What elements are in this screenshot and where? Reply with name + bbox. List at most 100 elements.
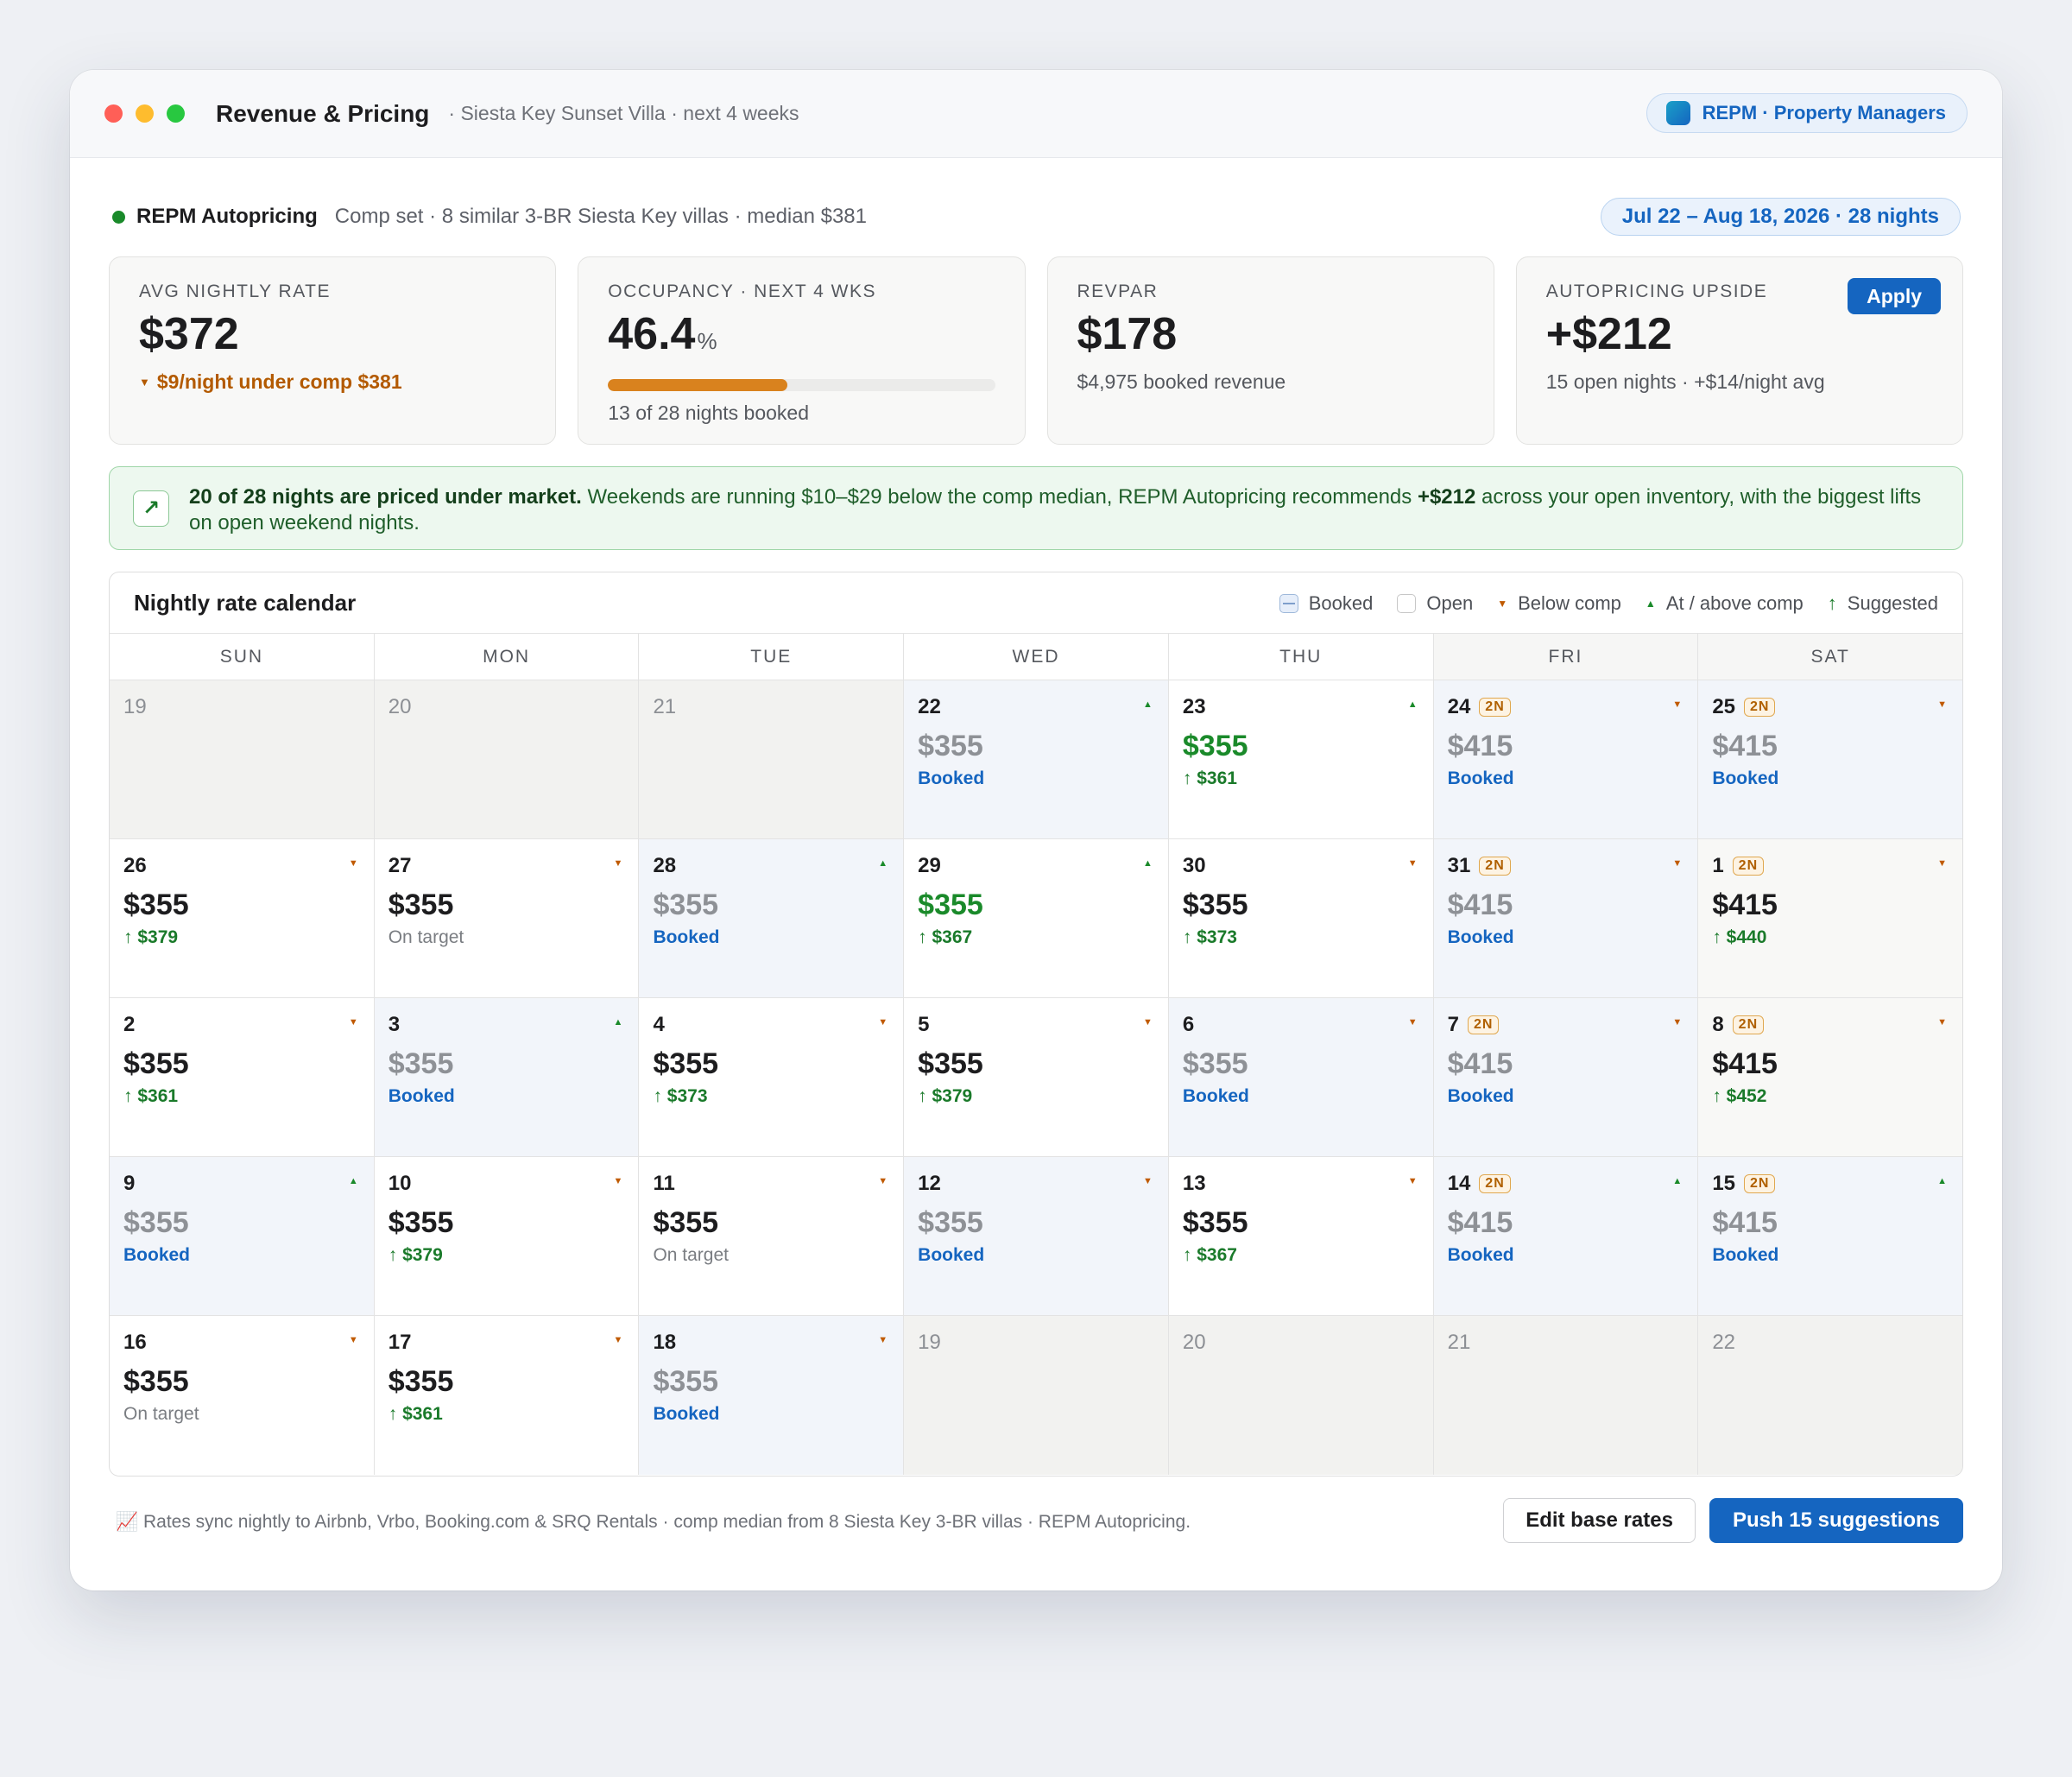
arrow-up-icon: ↑ [918,1086,932,1106]
arrow-up-icon: ↑ [1182,768,1197,788]
kpi-label: AVG NIGHTLY RATE [139,281,331,301]
minimize-window-button[interactable] [136,104,154,123]
min-stay-badge: 2N [1732,857,1765,876]
calendar-day-booked[interactable]: 31 2N ▼ $415 Booked [1433,839,1699,997]
calendar-day-open[interactable]: 1 2N ▼ $415 ↑ $440 [1698,839,1962,997]
calendar-day-booked[interactable]: 12 ▼ $355 Booked [904,1157,1169,1315]
calendar-day-open[interactable]: 10 ▼ $355 ↑ $379 [374,1157,640,1315]
calendar-legend: Booked Open ▼ Below comp ▲ At / above comp… [1279,572,1938,634]
calendar-day-booked[interactable]: 18 ▼ $355 Booked [639,1316,905,1475]
arrow-up-icon: ↑ [388,1245,403,1265]
calendar-day-booked[interactable]: 24 2N ▼ $415 Booked [1433,680,1699,838]
calendar-day-open[interactable]: 23 ▲ $355 ↑ $361 [1168,680,1434,838]
date-range-pill[interactable]: Jul 22 – Aug 18, 2026 · 28 nights [1600,198,1961,236]
booked-status: Booked [653,1404,720,1424]
calendar-day-booked[interactable]: 15 2N ▲ $415 Booked [1698,1157,1962,1315]
calendar-day-booked[interactable]: 6 ▼ $355 Booked [1168,998,1434,1156]
nightly-price: $355 [918,1206,983,1239]
below-comp-icon: ▼ [1142,1017,1153,1028]
nightly-price: $355 [123,1206,189,1239]
calendar-grid: 19 20 21 22 ▲ $355 Booked 23 ▲ $355 ↑ $361 24 2N ▼ $41… [110,680,1962,1475]
at-above-comp-icon: ▲ [1407,699,1418,710]
min-stay-badge: 2N [1479,1174,1511,1193]
calendar-day-outside: 21 [639,680,905,838]
calendar-day-open[interactable]: 11 ▼ $355 On target [639,1157,905,1315]
occupancy-progress-fill [608,378,788,391]
maximize-window-button[interactable] [167,104,185,123]
weekday-header-row: SUN MON TUE WED THU FRI SAT [110,634,1962,680]
below-comp-icon: ▼ [1407,1176,1418,1186]
at-above-comp-icon: ▲ [348,1176,358,1186]
close-window-button[interactable] [104,104,123,123]
calendar-day-outside: 20 [1168,1316,1434,1475]
at-above-comp-icon: ▲ [1672,1176,1683,1186]
suggested-price: ↑ $373 [653,1086,708,1106]
calendar-day-open[interactable]: 30 ▼ $355 ↑ $373 [1168,839,1434,997]
calendar-day-open[interactable]: 16 ▼ $355 On target [110,1316,375,1475]
page-title: Revenue & Pricing [216,99,430,127]
nightly-price: $355 [653,1047,719,1080]
kpi-label: OCCUPANCY · NEXT 4 WKS [608,281,876,301]
suggested-price: ↑ $379 [123,927,179,947]
calendar-day-outside: 21 [1433,1316,1699,1475]
calendar-day-open[interactable]: 13 ▼ $355 ↑ $367 [1168,1157,1434,1315]
calendar-day-open[interactable]: 27 ▼ $355 On target [374,839,640,997]
calendar-day-open[interactable]: 29 ▲ $355 ↑ $367 [904,839,1169,997]
below-comp-icon: ▼ [1407,1017,1418,1028]
booked-status: Booked [1447,1245,1514,1265]
calendar-day-booked[interactable]: 7 2N ▼ $415 Booked [1433,998,1699,1156]
below-comp-icon: ▼ [613,1176,623,1186]
on-target-status: On target [388,927,464,947]
day-number: 26 [123,854,147,877]
at-above-comp-icon: ▲ [1142,858,1153,869]
push-suggestions-button[interactable]: Push 15 suggestions [1709,1498,1963,1543]
nightly-price: $355 [918,1047,983,1080]
booked-status: Booked [653,927,720,947]
day-number: 18 [653,1331,677,1354]
below-comp-icon: ▼ [348,1017,358,1028]
apply-button[interactable]: Apply [1848,278,1941,314]
day-number: 28 [653,854,677,877]
nightly-price: $415 [1447,888,1513,921]
calendar-day-booked[interactable]: 14 2N ▲ $415 Booked [1433,1157,1699,1315]
calendar-day-open[interactable]: 8 2N ▼ $415 ↑ $452 [1698,998,1962,1156]
calendar-day-open[interactable]: 2 ▼ $355 ↑ $361 [110,998,375,1156]
calendar-day-open[interactable]: 26 ▼ $355 ↑ $379 [110,839,375,997]
min-stay-badge: 2N [1732,1015,1765,1034]
brand-badge[interactable]: REPM · Property Managers [1646,93,1968,133]
day-number: 7 2N [1448,1012,1684,1038]
calendar-day-open[interactable]: 4 ▼ $355 ↑ $373 [639,998,905,1156]
arrow-up-icon: ↑ [918,927,932,947]
calendar-day-booked[interactable]: 28 ▲ $355 Booked [639,839,905,997]
arrow-up-icon: ↑ [1712,1086,1727,1106]
kpi-value: +$212 [1545,309,1672,359]
legend-open: Open [1397,592,1473,615]
suggested-price: ↑ $367 [918,927,973,947]
below-comp-icon: ▼ [139,375,150,389]
nightly-price: $355 [388,1047,454,1080]
calendar-week-row: 26 ▼ $355 ↑ $379 27 ▼ $355 On target 28 ▲ $355 Book… [110,839,1962,998]
day-number: 11 [653,1172,675,1195]
calendar-day-open[interactable]: 17 ▼ $355 ↑ $361 [374,1316,640,1475]
main-content: REPM Autopricing Comp set · 8 similar 3-… [109,158,1963,1590]
app-window: Revenue & Pricing · Siesta Key Sunset Vi… [70,70,2002,1590]
booked-status: Booked [918,768,985,788]
calendar-day-open[interactable]: 5 ▼ $355 ↑ $379 [904,998,1169,1156]
calendar-day-booked[interactable]: 25 2N ▼ $415 Booked [1698,680,1962,838]
min-stay-badge: 2N [1467,1015,1500,1034]
below-comp-icon: ▼ [878,1176,888,1186]
min-stay-badge: 2N [1479,698,1511,717]
day-number: 24 2N [1448,694,1684,720]
day-number: 4 [653,1013,665,1036]
min-stay-badge: 2N [1744,698,1776,717]
calendar-week-row: 9 ▲ $355 Booked 10 ▼ $355 ↑ $379 11 ▼ $355 On targe… [110,1157,1962,1316]
legend-below-comp: ▼ Below comp [1497,591,1621,614]
day-number: 30 [1182,854,1206,877]
calendar-day-booked[interactable]: 22 ▲ $355 Booked [904,680,1169,838]
day-number: 12 [918,1172,941,1195]
calendar-day-booked[interactable]: 9 ▲ $355 Booked [110,1157,375,1315]
calendar-week-row: 16 ▼ $355 On target 17 ▼ $355 ↑ $361 18 ▼ $355 Book… [110,1316,1962,1475]
edit-base-rates-button[interactable]: Edit base rates [1503,1498,1696,1543]
calendar-day-booked[interactable]: 3 ▲ $355 Booked [374,998,640,1156]
triangle-up-icon: ▲ [1645,597,1656,610]
